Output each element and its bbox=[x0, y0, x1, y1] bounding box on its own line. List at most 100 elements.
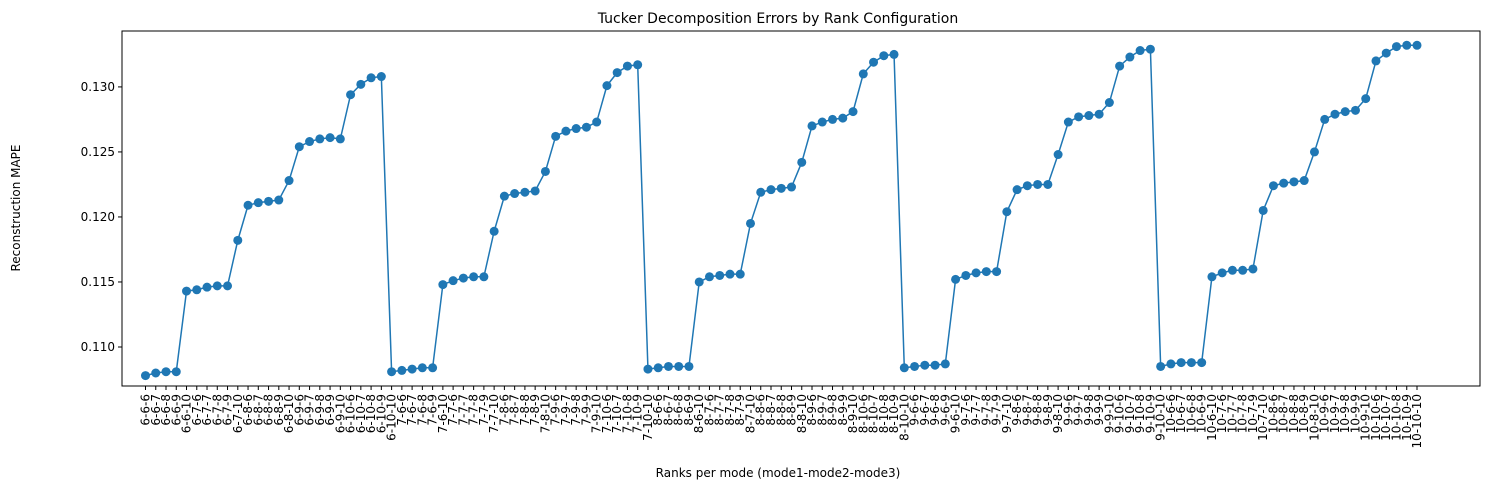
x-tick-label: 7-7-9 bbox=[477, 394, 491, 426]
data-point bbox=[1002, 207, 1012, 217]
x-tick-label: 10-10-6 bbox=[1369, 394, 1383, 441]
data-point bbox=[879, 51, 889, 61]
data-point bbox=[458, 273, 468, 283]
data-point bbox=[1063, 117, 1073, 127]
data-point bbox=[366, 73, 376, 83]
data-point bbox=[910, 361, 920, 371]
x-tick-label: 7-7-8 bbox=[467, 394, 481, 426]
plot-area bbox=[141, 40, 1422, 381]
data-point bbox=[1176, 358, 1186, 368]
data-point bbox=[469, 272, 479, 282]
data-point bbox=[1022, 181, 1032, 191]
x-tick-label: 10-6-8 bbox=[1184, 394, 1198, 433]
x-tick-label: 7-9-6 bbox=[549, 394, 563, 426]
x-tick-label: 8-10-6 bbox=[856, 394, 870, 433]
x-tick-label: 8-10-7 bbox=[867, 394, 881, 433]
data-point bbox=[479, 272, 489, 282]
data-point bbox=[920, 360, 930, 370]
data-point bbox=[428, 363, 438, 373]
x-tick-label: 8-9-6 bbox=[805, 394, 819, 426]
x-tick-label: 10-10-9 bbox=[1400, 394, 1414, 441]
data-point bbox=[848, 107, 858, 117]
x-tick-label: 10-7-7 bbox=[1225, 394, 1239, 433]
x-tick-label: 6-7-7 bbox=[200, 394, 214, 426]
data-point bbox=[315, 134, 325, 144]
x-tick-label: 6-10-9 bbox=[374, 394, 388, 433]
data-point bbox=[1115, 61, 1125, 71]
series-line bbox=[145, 44, 1417, 377]
data-point bbox=[1238, 265, 1248, 275]
data-point bbox=[1412, 40, 1422, 50]
x-tick-label: 10-6-10 bbox=[1205, 394, 1219, 441]
data-point bbox=[1258, 205, 1268, 215]
x-tick-label: 8-9-10 bbox=[846, 394, 860, 433]
data-point bbox=[961, 270, 971, 280]
x-tick-label: 9-10-7 bbox=[1123, 394, 1137, 433]
x-tick-label: 10-8-10 bbox=[1307, 394, 1321, 441]
data-point bbox=[1104, 98, 1114, 108]
data-point bbox=[1350, 105, 1360, 115]
data-point bbox=[407, 364, 417, 374]
data-point bbox=[325, 133, 335, 143]
data-point bbox=[1094, 109, 1104, 119]
data-point bbox=[1299, 176, 1309, 186]
data-point bbox=[674, 361, 684, 371]
x-tick-label: 9-8-10 bbox=[1051, 394, 1065, 433]
data-point bbox=[643, 364, 653, 374]
data-point bbox=[356, 79, 366, 89]
data-point bbox=[346, 90, 356, 100]
x-tick-label: 8-9-9 bbox=[836, 394, 850, 426]
data-point bbox=[1084, 111, 1094, 121]
data-point bbox=[1268, 181, 1278, 191]
data-point bbox=[1166, 359, 1176, 369]
x-tick-label: 6-10-10 bbox=[385, 394, 399, 441]
data-point bbox=[1186, 358, 1196, 368]
x-tick-label: 9-8-8 bbox=[1031, 394, 1045, 426]
data-point bbox=[520, 187, 530, 197]
data-point bbox=[1309, 147, 1319, 157]
data-point bbox=[1156, 361, 1166, 371]
x-tick-label: 9-7-8 bbox=[979, 394, 993, 426]
x-tick-label: 9-7-6 bbox=[959, 394, 973, 426]
data-point bbox=[787, 182, 796, 192]
data-point bbox=[633, 60, 643, 70]
data-point bbox=[951, 274, 961, 284]
x-tick-label: 6-9-8 bbox=[313, 394, 327, 426]
data-point bbox=[530, 186, 540, 196]
x-tick-label: 7-10-10 bbox=[641, 394, 655, 441]
data-point bbox=[551, 131, 561, 141]
x-tick-label: 6-8-7 bbox=[251, 394, 265, 426]
x-tick-label: 6-9-7 bbox=[303, 394, 317, 426]
data-point bbox=[797, 157, 807, 167]
data-point bbox=[182, 286, 192, 296]
data-point bbox=[1074, 112, 1084, 122]
data-point bbox=[581, 122, 591, 132]
x-tick-label: 8-8-8 bbox=[774, 394, 788, 426]
x-tick-label: 8-8-7 bbox=[764, 394, 778, 426]
data-point bbox=[489, 226, 499, 236]
data-point bbox=[510, 189, 520, 199]
data-point bbox=[858, 69, 868, 79]
data-point bbox=[1361, 94, 1371, 104]
data-point bbox=[1197, 358, 1207, 368]
x-tick-label: 8-10-10 bbox=[897, 394, 911, 441]
x-tick-label: 10-8-8 bbox=[1287, 394, 1301, 433]
data-point bbox=[561, 126, 571, 136]
x-tick-label: 8-7-8 bbox=[723, 394, 737, 426]
data-point bbox=[397, 365, 407, 375]
x-tick-label: 10-9-9 bbox=[1348, 394, 1362, 433]
data-point bbox=[612, 68, 622, 78]
x-tick-label: 9-9-10 bbox=[1102, 394, 1116, 433]
x-tick-label: 10-6-7 bbox=[1174, 394, 1188, 433]
y-tick-label: 0.125 bbox=[81, 145, 115, 159]
data-point bbox=[899, 363, 909, 373]
data-point bbox=[817, 117, 827, 127]
data-point bbox=[684, 361, 694, 371]
x-tick-label: 7-6-10 bbox=[436, 394, 450, 433]
data-point bbox=[284, 176, 294, 186]
data-point bbox=[1330, 109, 1340, 119]
x-tick-label: 10-6-6 bbox=[1164, 394, 1178, 433]
x-tick-label: 6-9-10 bbox=[333, 394, 347, 433]
x-tick-label: 8-7-6 bbox=[702, 394, 716, 426]
data-point bbox=[571, 124, 581, 134]
